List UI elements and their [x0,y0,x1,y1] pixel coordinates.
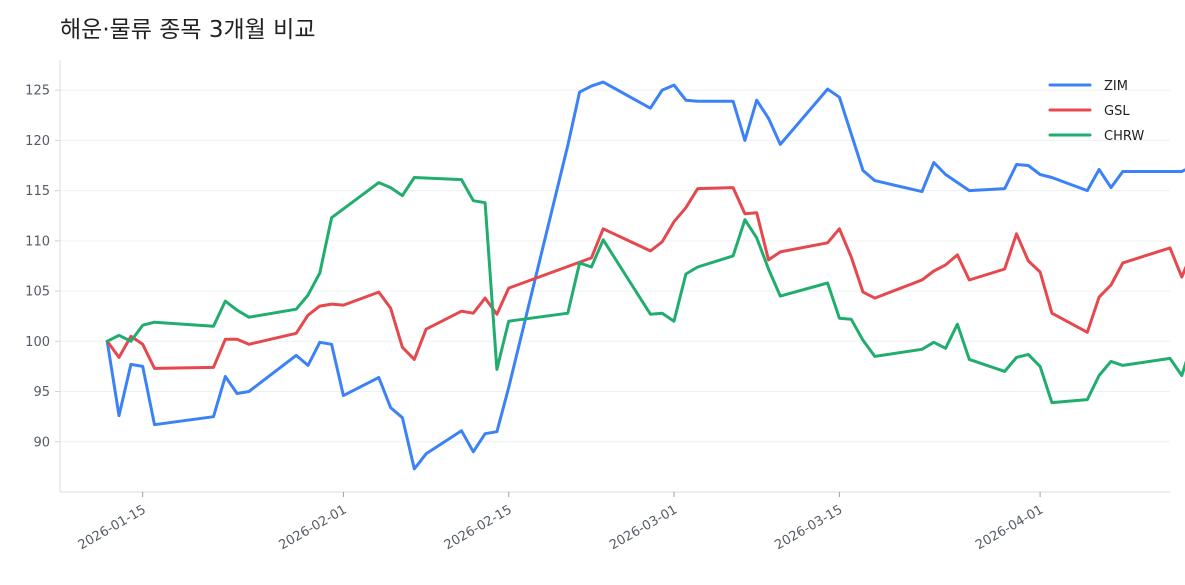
y-tick-label: 125 [25,84,50,99]
x-tick-label: 2026-04-01 [973,502,1046,553]
y-tick-label: 110 [25,234,50,249]
series-lines [105,80,1185,471]
y-tick-label: 120 [25,134,50,149]
legend-label-zim: ZIM [1104,79,1128,94]
gridlines [60,89,1170,443]
x-tick-label: 2026-03-01 [607,502,680,553]
axes: 90 95 100 105 110 115 120 125 2026-01-15 2026-02-… [25,60,1170,553]
legend: ZIM GSL CHRW [1048,79,1144,144]
series-line-zim [105,80,1185,471]
x-tick-label: 2026-03-15 [772,502,845,553]
series-line-chrw [105,176,1185,405]
y-tick-label: 100 [25,335,50,350]
y-tick-label: 105 [25,285,50,300]
x-tick-label: 2026-02-01 [276,502,349,553]
x-tick-label: 2026-01-15 [76,502,149,553]
legend-label-gsl: GSL [1104,104,1130,119]
y-tick-label: 90 [33,435,50,450]
x-tick-label: 2026-02-15 [442,502,515,553]
chart-title: 해운·물류 종목 3개월 비교 [60,17,316,43]
legend-label-chrw: CHRW [1104,129,1144,144]
y-tick-label: 95 [33,385,50,400]
series-line-gsl [105,186,1185,370]
y-tick-label: 115 [25,184,50,199]
